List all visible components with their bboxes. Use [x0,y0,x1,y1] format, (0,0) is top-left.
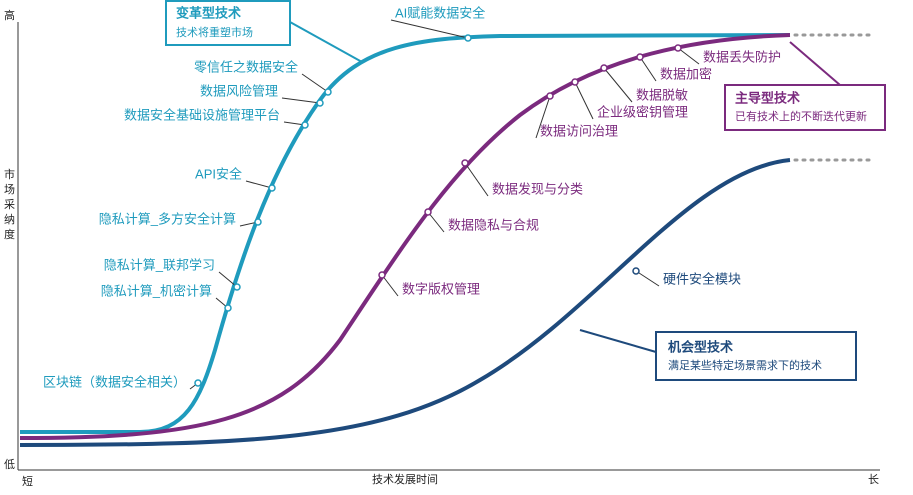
item-label: 数字版权管理 [402,281,480,296]
axis-label: 市场采纳度 [4,167,15,241]
item-label: 隐私计算_多方安全计算 [99,211,236,226]
connector [789,41,841,86]
item-label: 数据风险管理 [200,83,278,98]
marker [378,271,386,279]
item-label: 数据丢失防护 [703,49,781,64]
marker [461,159,469,167]
box [655,331,857,381]
marker [324,88,332,96]
axis-label: 技术发展时间 [372,472,438,486]
box [724,84,886,131]
axes [17,22,880,471]
leader-line [218,271,238,288]
item-label: 硬件安全模块 [663,271,741,286]
curve [19,158,791,447]
leader-line [245,180,273,189]
box-title: 机会型技术 [668,339,733,354]
markers [189,19,700,390]
leader-line [464,162,489,197]
box-subtitle: 技术将重塑市场 [176,25,253,39]
leader-line [677,47,700,65]
leader-line [381,274,399,297]
marker [233,283,241,291]
item-label: 企业级密钥管理 [597,104,688,119]
item-label: 数据发现与分类 [492,181,583,196]
marker [301,121,309,129]
marker [424,208,432,216]
leader-line [603,67,633,103]
marker [464,34,472,42]
item-label: 数据安全基础设施管理平台 [124,107,280,122]
item-label: AI赋能数据安全 [395,5,485,20]
marker [600,64,608,72]
item-label: 隐私计算_联邦学习 [104,257,215,272]
item-label: API安全 [195,166,242,181]
axis-low: 低 [4,458,15,471]
connector [289,21,363,63]
marker [636,53,644,61]
box-title: 变革型技术 [176,5,241,20]
curve [19,33,791,440]
leader-line [427,211,445,233]
marker [632,267,640,275]
marker [268,184,276,192]
box-subtitle: 满足某些特定场景需求下的技术 [668,358,822,372]
leader-line [535,95,551,139]
marker [224,304,232,312]
marker [254,218,262,226]
item-label: 区块链（数据安全相关） [43,374,186,389]
marker [571,78,579,86]
leader-line [574,81,594,120]
leader-line [390,19,469,39]
axis-high: 高 [4,8,15,22]
leader-line [281,97,321,104]
marker [674,44,682,52]
box [165,0,291,46]
item-label: 数据加密 [660,66,712,81]
box-subtitle: 已有技术上的不断迭代更新 [735,109,867,123]
item-label: 隐私计算_机密计算 [101,283,212,298]
leader-line [635,270,660,287]
item-label: 数据隐私与合规 [448,217,539,232]
connector [579,329,657,353]
marker [194,379,202,387]
marker [546,92,554,100]
curves [19,33,877,447]
item-label: 数据访问治理 [540,123,618,138]
marker [316,99,324,107]
leader-line [301,73,329,93]
item-label: 数据脱敏 [636,87,688,102]
axis-short: 短 [22,474,33,488]
item-label: 零信任之数据安全 [194,59,298,74]
leader-line [639,56,657,82]
box-title: 主导型技术 [735,90,800,105]
curve [20,33,791,434]
axis-long: 长 [868,473,879,486]
